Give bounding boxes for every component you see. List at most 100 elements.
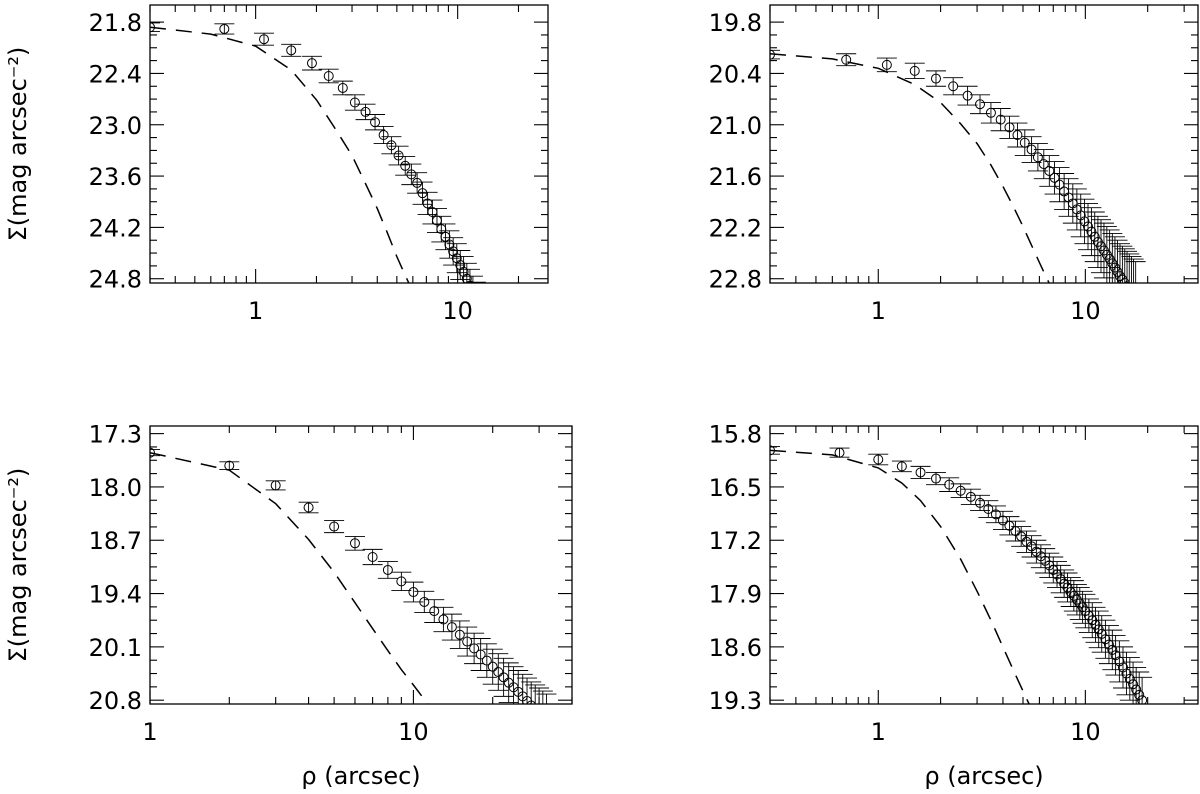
plot-frame bbox=[149, 425, 573, 705]
data-point bbox=[1016, 531, 1027, 542]
y-tick-label: 21.0 bbox=[709, 112, 762, 140]
data-point bbox=[1124, 673, 1135, 684]
data-point bbox=[360, 106, 371, 117]
data-point bbox=[873, 454, 884, 465]
data-point bbox=[841, 54, 852, 65]
data-point bbox=[1012, 130, 1023, 141]
data-point bbox=[337, 82, 348, 93]
y-tick-label: 18.0 bbox=[89, 474, 142, 502]
y-tick-label: 22.2 bbox=[709, 214, 762, 242]
data-point bbox=[306, 58, 317, 69]
data-point bbox=[975, 99, 986, 110]
data-point bbox=[419, 596, 430, 607]
data-point bbox=[462, 636, 473, 647]
data-point bbox=[446, 622, 457, 633]
y-tick-label: 21.6 bbox=[709, 163, 762, 191]
data-point bbox=[1121, 668, 1132, 679]
data-point bbox=[1096, 628, 1107, 639]
data-point bbox=[1079, 216, 1090, 227]
data-point bbox=[997, 515, 1008, 526]
y-tick-label: 24.8 bbox=[89, 266, 142, 294]
data-point bbox=[219, 23, 230, 34]
data-point bbox=[454, 629, 465, 640]
data-point bbox=[995, 114, 1006, 125]
y-tick-label: 22.8 bbox=[709, 266, 762, 294]
data-point bbox=[1019, 137, 1030, 148]
y-tick-label: 19.8 bbox=[709, 9, 762, 37]
data-point bbox=[438, 614, 449, 625]
y-tick-label: 17.9 bbox=[709, 581, 762, 609]
y-tick-label: 18.7 bbox=[89, 527, 142, 555]
data-point bbox=[962, 90, 973, 101]
data-point bbox=[475, 649, 486, 660]
panel-2: 1 10 19.8 20.4 21.0 21.6 22.2 22.8 bbox=[709, 4, 1199, 325]
data-point bbox=[469, 643, 480, 654]
y-tick-label: 19.3 bbox=[709, 687, 762, 715]
data-area bbox=[770, 49, 1146, 298]
x-tick-label: 1 bbox=[248, 297, 263, 325]
y-tick-label: 15.8 bbox=[709, 421, 762, 449]
data-point bbox=[909, 65, 920, 76]
x-tick-label: 1 bbox=[871, 297, 886, 325]
x-tick-label: 1 bbox=[142, 718, 157, 746]
y-tick-label: 23.0 bbox=[89, 112, 142, 140]
data-point bbox=[1128, 679, 1139, 690]
data-point bbox=[303, 502, 314, 513]
data-point bbox=[834, 447, 845, 458]
y-tick-label: 24.2 bbox=[89, 214, 142, 242]
data-point bbox=[1032, 152, 1043, 163]
data-point bbox=[258, 34, 269, 45]
y-tick-label: 17.3 bbox=[89, 421, 142, 449]
y-tick-label: 20.4 bbox=[709, 60, 762, 88]
data-point bbox=[270, 480, 281, 491]
data-point bbox=[965, 491, 976, 502]
data-point bbox=[396, 576, 407, 587]
data-point bbox=[408, 587, 419, 598]
data-point bbox=[1089, 231, 1100, 242]
data-point bbox=[1110, 650, 1121, 661]
data-point bbox=[983, 504, 994, 515]
y-tick-label: 20.8 bbox=[89, 687, 142, 715]
data-point bbox=[990, 509, 1001, 520]
x-tick-label: 10 bbox=[442, 297, 473, 325]
data-point bbox=[1086, 226, 1097, 237]
data-point bbox=[393, 150, 404, 161]
data-point bbox=[386, 140, 397, 151]
data-point bbox=[1134, 689, 1145, 700]
data-area bbox=[150, 22, 486, 297]
data-point bbox=[417, 188, 428, 199]
data-point bbox=[440, 231, 451, 242]
y-axis-label: Σ(mag arcsec⁻²) bbox=[4, 468, 32, 663]
panel-1: 1 10 21.8 22.4 23.0 23.6 24.2 24.8 Σ(mag arcsec⁻… bbox=[4, 4, 549, 325]
model-dashed-line bbox=[770, 53, 1050, 283]
plot-frame bbox=[769, 425, 1199, 705]
data-point bbox=[378, 130, 389, 141]
data-point bbox=[881, 59, 892, 70]
data-point bbox=[1044, 165, 1055, 176]
y-tick-label: 18.6 bbox=[709, 634, 762, 662]
plot-frame bbox=[149, 4, 549, 284]
y-axis-label: Σ(mag arcsec⁻²) bbox=[4, 47, 32, 242]
data-point bbox=[468, 288, 477, 297]
x-tick-label: 10 bbox=[398, 718, 429, 746]
data-area bbox=[770, 445, 1153, 704]
data-point bbox=[542, 716, 551, 725]
y-tick-label: 20.1 bbox=[89, 634, 142, 662]
data-point bbox=[975, 497, 986, 508]
data-point bbox=[429, 606, 440, 617]
data-point bbox=[1100, 634, 1111, 645]
data-point bbox=[896, 461, 907, 472]
data-point bbox=[1125, 285, 1134, 294]
data-point bbox=[1137, 695, 1148, 704]
data-point bbox=[915, 467, 926, 478]
data-point bbox=[1127, 289, 1136, 298]
data-point bbox=[367, 552, 378, 563]
data-point bbox=[349, 97, 360, 108]
x-axis-label: ρ (arcsec) bbox=[924, 762, 1043, 790]
data-point bbox=[493, 667, 504, 678]
data-area bbox=[150, 447, 557, 725]
y-tick-label: 19.4 bbox=[89, 581, 142, 609]
data-point bbox=[150, 447, 155, 458]
y-tick-label: 21.8 bbox=[89, 9, 142, 37]
